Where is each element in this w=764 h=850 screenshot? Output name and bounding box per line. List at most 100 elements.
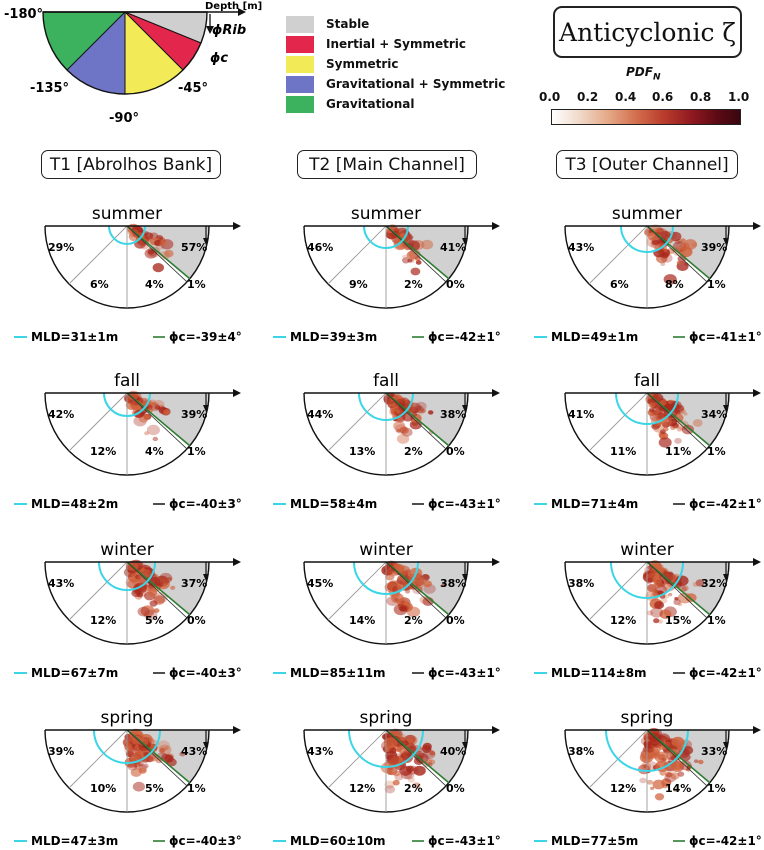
pdf-density-blob — [651, 590, 658, 596]
phi-rib-line — [126, 225, 188, 283]
legend-swatch — [286, 15, 314, 33]
phi-rib-line — [126, 561, 188, 619]
pdf-density-blob — [408, 235, 414, 240]
key-sector-gravitational — [42, 12, 125, 70]
mld-value: MLD=67±7m — [31, 666, 118, 680]
column-title-text: T2 [Main Channel] — [309, 154, 465, 175]
pdf-density-blob — [148, 589, 158, 597]
pdf-density-blob — [671, 736, 685, 747]
radial-line — [588, 392, 648, 452]
pdf-density-blob — [164, 746, 169, 751]
pdf-density-blob — [674, 437, 682, 444]
pdf-density-blob — [152, 263, 164, 273]
pdf-density-blob — [161, 753, 173, 763]
pct-gravitational: 42% — [48, 408, 74, 421]
pdf-density-blob — [650, 786, 655, 791]
radial-line — [327, 392, 387, 452]
depth-arrow-head — [723, 742, 729, 749]
pdf-density-blob — [418, 410, 424, 415]
phic-value: ϕc=-42±1° — [689, 666, 762, 680]
radial-line — [588, 561, 648, 621]
pdf-density-blob — [682, 746, 694, 755]
pct-symmetric: 5% — [145, 614, 164, 627]
radial-line — [588, 225, 648, 285]
pct-stable: 41% — [440, 241, 466, 254]
pdf-density-blob — [142, 763, 149, 769]
pct-grav-sym: 14% — [349, 614, 375, 627]
pdf-density-blob — [428, 759, 436, 765]
mld-value: MLD=48±2m — [31, 497, 118, 511]
pdf-density-blob — [648, 402, 656, 408]
season-title: spring — [101, 708, 154, 728]
pdf-density-blob — [412, 585, 424, 595]
pdf-density-blob — [404, 589, 411, 594]
pct-gravitational: 38% — [568, 577, 594, 590]
phi-rib-line — [385, 729, 447, 787]
legend-swatch — [286, 55, 314, 73]
axis-arrow — [753, 558, 761, 566]
pdf-density-blob — [420, 409, 426, 414]
pdf-density-blob — [674, 597, 679, 601]
season-title: winter — [100, 540, 154, 560]
pdf-density-blob — [146, 424, 160, 436]
pdf-density-blob — [694, 759, 699, 763]
pdf-density-blob — [396, 433, 410, 444]
column-title-text: T1 [Abrolhos Bank] — [49, 154, 213, 175]
key-angle-90: -90° — [109, 111, 139, 126]
pdf-density-blob — [127, 762, 138, 771]
pct-symmetric: 11% — [665, 445, 691, 458]
pdf-density-blob — [653, 589, 659, 594]
mld-value: MLD=114±8m — [551, 666, 647, 680]
pdf-density-blob — [386, 754, 400, 765]
pdf-density-blob — [405, 765, 415, 773]
pdf-density-blob — [686, 767, 691, 772]
key-diagram: Depth [m] -180° -135° -90° -45° ϕRib ϕc — [4, 1, 262, 126]
pdf-density-blob — [685, 593, 697, 603]
pdf-density-blob — [654, 793, 665, 801]
key-depth-label: Depth [m] — [205, 1, 262, 12]
pdf-density-blob — [396, 410, 401, 414]
phi-rib-line — [385, 561, 447, 619]
column-title-t1: T1 [Abrolhos Bank] — [41, 150, 221, 179]
pdf-density-blob — [397, 748, 402, 753]
pdf-density-blob — [659, 571, 674, 583]
legend-item-stable: Stable — [286, 14, 505, 34]
pdf-density-blob — [652, 413, 658, 418]
pct-symmetric: 14% — [665, 782, 691, 795]
depth-arrow-head — [462, 574, 468, 581]
pdf-density-blob — [127, 391, 139, 401]
pdf-density-blob — [394, 238, 400, 243]
pdf-density-blob — [167, 577, 172, 581]
colorbar-tick: 0.2 — [577, 90, 599, 104]
pdf-density-blob — [137, 606, 150, 617]
pdf-density-blob — [655, 585, 667, 595]
pct-inertial-sym: 1% — [187, 278, 206, 291]
pct-inertial-sym: 1% — [707, 614, 726, 627]
pdf-density-blob — [403, 771, 415, 780]
phic-value: ϕc=-42±1° — [689, 834, 762, 848]
pdf-density-blob — [657, 590, 664, 595]
pdf-density-blob — [658, 437, 672, 448]
pct-grav-sym: 12% — [349, 782, 375, 795]
phic-value: ϕc=-42±1° — [689, 497, 762, 511]
pdf-density-blob — [148, 399, 157, 406]
pdf-density-blob — [673, 788, 678, 792]
pdf-density-blob — [660, 230, 671, 240]
pdf-density-blob — [670, 772, 680, 780]
pdf-density-blob — [653, 618, 660, 624]
mld-value: MLD=49±1m — [551, 330, 638, 344]
pdf-density-blob — [419, 595, 430, 605]
anticyclonic-title: Anticyclonic ζ — [559, 17, 736, 47]
pdf-density-blob — [671, 760, 684, 770]
pdf-density-blob — [421, 239, 434, 250]
pdf-density-blob — [415, 576, 426, 586]
pdf-density-blob — [409, 406, 419, 414]
pdf-density-blob — [389, 406, 403, 418]
colorbar-gradient — [551, 109, 741, 125]
colorbar-tick: 0.6 — [652, 90, 674, 104]
axis-arrow — [233, 222, 241, 230]
mld-arc — [620, 225, 674, 253]
pdf-density-blob — [641, 755, 652, 763]
season-title: spring — [360, 708, 413, 728]
legend-item-symmetric: Symmetric — [286, 54, 505, 74]
